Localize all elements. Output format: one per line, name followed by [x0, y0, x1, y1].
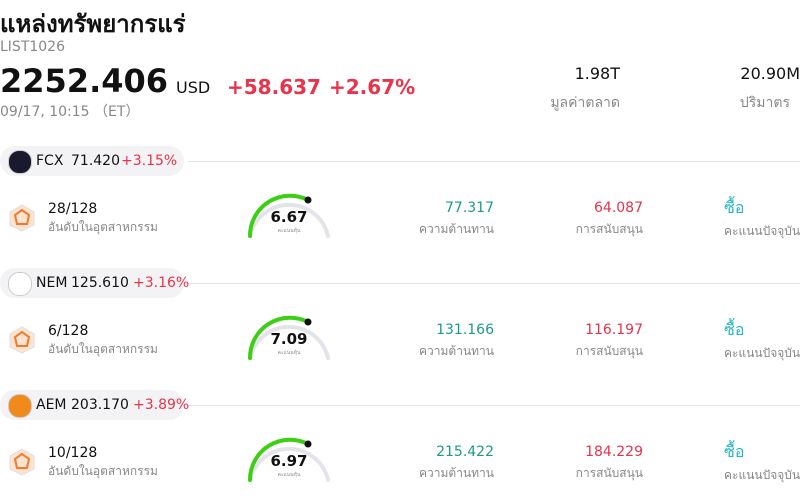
- support-label: การสนับสนุน: [575, 344, 643, 358]
- change: +58.637: [227, 75, 321, 99]
- resistance-label: ความต้านทาน: [419, 222, 494, 236]
- score: 7.09: [270, 330, 308, 348]
- score-gauge: [247, 437, 330, 482]
- stock-price: 203.170: [71, 397, 129, 413]
- resistance: 131.166: [436, 322, 494, 338]
- score: 6.97: [270, 452, 308, 470]
- volume-label: ปริมาตร: [739, 95, 790, 111]
- rank-icon: [9, 448, 35, 476]
- price: 2252.406: [0, 62, 169, 100]
- time: 09/17, 10:15 （ET）: [0, 104, 140, 120]
- stock-price: 125.610: [71, 275, 129, 291]
- signal-label: คะแนนปัจจุบัน: [724, 468, 800, 482]
- signal-label: คะแนนปัจจุบัน: [724, 346, 800, 360]
- rank-label: อันดับในอุตสาหกรรม: [48, 464, 158, 478]
- signal[interactable]: ซื้อ: [724, 320, 745, 339]
- resistance: 215.422: [436, 444, 494, 460]
- stock-logo: [8, 394, 32, 418]
- support: 64.087: [594, 200, 643, 216]
- change-pct: +2.67%: [329, 75, 416, 99]
- stock-change: +3.15%: [121, 153, 178, 169]
- stock-change: +3.16%: [133, 275, 190, 291]
- support-label: การสนับสนุน: [575, 222, 643, 236]
- score: 6.67: [270, 208, 308, 226]
- resistance-label: ความต้านทาน: [419, 466, 494, 480]
- ticker: FCX: [36, 153, 64, 169]
- rank-label: อันดับในอุตสาหกรรม: [48, 342, 158, 356]
- signal[interactable]: ซื้อ: [724, 198, 745, 217]
- volume: 20.90M: [740, 64, 800, 83]
- stock-price: 71.420: [71, 153, 120, 169]
- divider: [188, 161, 800, 162]
- stock-logo: [8, 272, 32, 296]
- divider: [188, 405, 800, 406]
- support: 116.197: [585, 322, 643, 338]
- score-label: คะแนนหุ้น: [277, 228, 301, 234]
- support-label: การสนับสนุน: [575, 466, 643, 480]
- currency: USD: [176, 78, 211, 97]
- signal-label: คะแนนปัจจุบัน: [724, 224, 800, 238]
- score-gauge: [247, 315, 330, 360]
- support: 184.229: [585, 444, 643, 460]
- code: LIST1026: [0, 39, 65, 55]
- resistance: 77.317: [445, 200, 494, 216]
- score-label: คะแนนหุ้น: [277, 350, 301, 356]
- score-gauge: [247, 193, 330, 238]
- ticker: AEM: [36, 397, 67, 413]
- signal[interactable]: ซื้อ: [724, 442, 745, 461]
- resistance-label: ความต้านทาน: [419, 344, 494, 358]
- market-cap: 1.98T: [574, 64, 620, 83]
- stock-logo: [8, 150, 32, 174]
- market-cap-label: มูลค่าตลาด: [550, 95, 620, 111]
- rank-icon: [9, 326, 35, 354]
- rank-icon: [9, 204, 35, 232]
- stock-change: +3.89%: [133, 397, 190, 413]
- score-label: คะแนนหุ้น: [277, 472, 301, 478]
- rank: 28/128: [48, 201, 98, 217]
- rank: 10/128: [48, 445, 98, 461]
- rank: 6/128: [48, 323, 89, 339]
- ticker: NEM: [36, 275, 68, 291]
- divider: [188, 283, 800, 284]
- title: แหล่งทรัพยากรแร่: [0, 10, 186, 38]
- rank-label: อันดับในอุตสาหกรรม: [48, 220, 158, 234]
